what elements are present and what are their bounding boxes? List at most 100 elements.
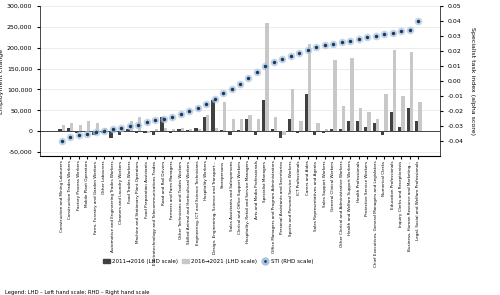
Bar [262, 100, 266, 131]
Bar [194, 128, 198, 131]
Bar [223, 102, 226, 131]
STI (RHD scale) [237, 82, 243, 86]
STI (RHD scale) [118, 126, 124, 130]
Bar [406, 108, 410, 131]
Bar [189, 129, 192, 131]
Bar [198, 129, 201, 131]
Bar [402, 96, 405, 131]
Bar [220, 130, 223, 131]
Legend: 2011→2016 (LHD scale), 2016→2021 (LHD scale), STI (RHD scale): 2011→2016 (LHD scale), 2016→2021 (LHD sc… [101, 257, 316, 266]
STI (RHD scale) [364, 36, 370, 39]
Bar [300, 121, 303, 131]
Bar [232, 119, 235, 131]
Bar [75, 131, 78, 133]
Bar [347, 121, 350, 131]
STI (RHD scale) [280, 57, 285, 60]
STI (RHD scale) [135, 123, 141, 127]
STI (RHD scale) [152, 119, 158, 122]
STI (RHD scale) [407, 28, 413, 32]
STI (RHD scale) [84, 132, 90, 136]
STI (RHD scale) [382, 33, 388, 36]
Bar [70, 123, 73, 131]
Bar [274, 117, 278, 131]
Bar [177, 129, 180, 131]
Bar [266, 23, 269, 131]
STI (RHD scale) [296, 51, 302, 54]
Bar [104, 128, 108, 131]
STI (RHD scale) [178, 112, 184, 116]
Bar [372, 123, 376, 131]
Bar [236, 130, 240, 131]
Line: STI (RHD scale): STI (RHD scale) [60, 19, 420, 143]
Bar [121, 129, 124, 131]
STI (RHD scale) [110, 127, 116, 131]
STI (RHD scale) [339, 40, 345, 44]
Bar [364, 127, 368, 131]
Bar [186, 130, 189, 131]
STI (RHD scale) [254, 70, 260, 74]
Bar [270, 129, 274, 131]
Bar [418, 102, 422, 131]
STI (RHD scale) [262, 64, 268, 68]
Bar [304, 94, 308, 131]
Bar [334, 60, 337, 131]
Bar [393, 50, 396, 131]
Bar [384, 94, 388, 131]
Bar [168, 131, 172, 133]
Text: Legend: LHD – Left hand scale; RHD – Right hand scale: Legend: LHD – Left hand scale; RHD – Rig… [5, 290, 150, 295]
Bar [160, 117, 164, 131]
Bar [376, 119, 380, 131]
Bar [118, 131, 121, 135]
Bar [96, 123, 99, 131]
STI (RHD scale) [416, 19, 422, 23]
Bar [368, 112, 371, 131]
Bar [415, 121, 418, 131]
Bar [112, 129, 116, 131]
STI (RHD scale) [58, 140, 64, 143]
Bar [356, 121, 359, 131]
Bar [130, 121, 133, 131]
Bar [100, 131, 104, 132]
Bar [143, 131, 146, 132]
STI (RHD scale) [246, 76, 252, 80]
Bar [109, 131, 112, 137]
STI (RHD scale) [144, 120, 150, 124]
Bar [410, 52, 414, 131]
STI (RHD scale) [348, 39, 354, 42]
Bar [202, 117, 206, 131]
STI (RHD scale) [288, 54, 294, 57]
STI (RHD scale) [373, 34, 379, 38]
STI (RHD scale) [67, 135, 73, 139]
Bar [296, 131, 300, 133]
Bar [138, 117, 141, 131]
STI (RHD scale) [169, 115, 175, 119]
Y-axis label: Specialist task index (alpha score): Specialist task index (alpha score) [470, 27, 475, 135]
Bar [308, 43, 312, 131]
Bar [288, 119, 291, 131]
STI (RHD scale) [330, 42, 336, 45]
STI (RHD scale) [322, 43, 328, 47]
Bar [126, 129, 130, 131]
Bar [146, 131, 150, 133]
STI (RHD scale) [101, 129, 107, 132]
Bar [316, 123, 320, 131]
Bar [62, 125, 65, 131]
STI (RHD scale) [160, 117, 166, 121]
Bar [279, 131, 282, 137]
Bar [84, 131, 87, 132]
Bar [325, 129, 328, 131]
Bar [338, 129, 342, 131]
Bar [58, 129, 61, 131]
Bar [155, 129, 158, 131]
STI (RHD scale) [92, 130, 98, 134]
Bar [172, 129, 176, 131]
Bar [214, 128, 218, 131]
Bar [211, 100, 214, 131]
Bar [66, 128, 70, 131]
Bar [87, 121, 90, 131]
Bar [322, 131, 325, 133]
Bar [350, 58, 354, 131]
STI (RHD scale) [271, 60, 277, 63]
Bar [206, 114, 210, 131]
STI (RHD scale) [305, 48, 311, 51]
